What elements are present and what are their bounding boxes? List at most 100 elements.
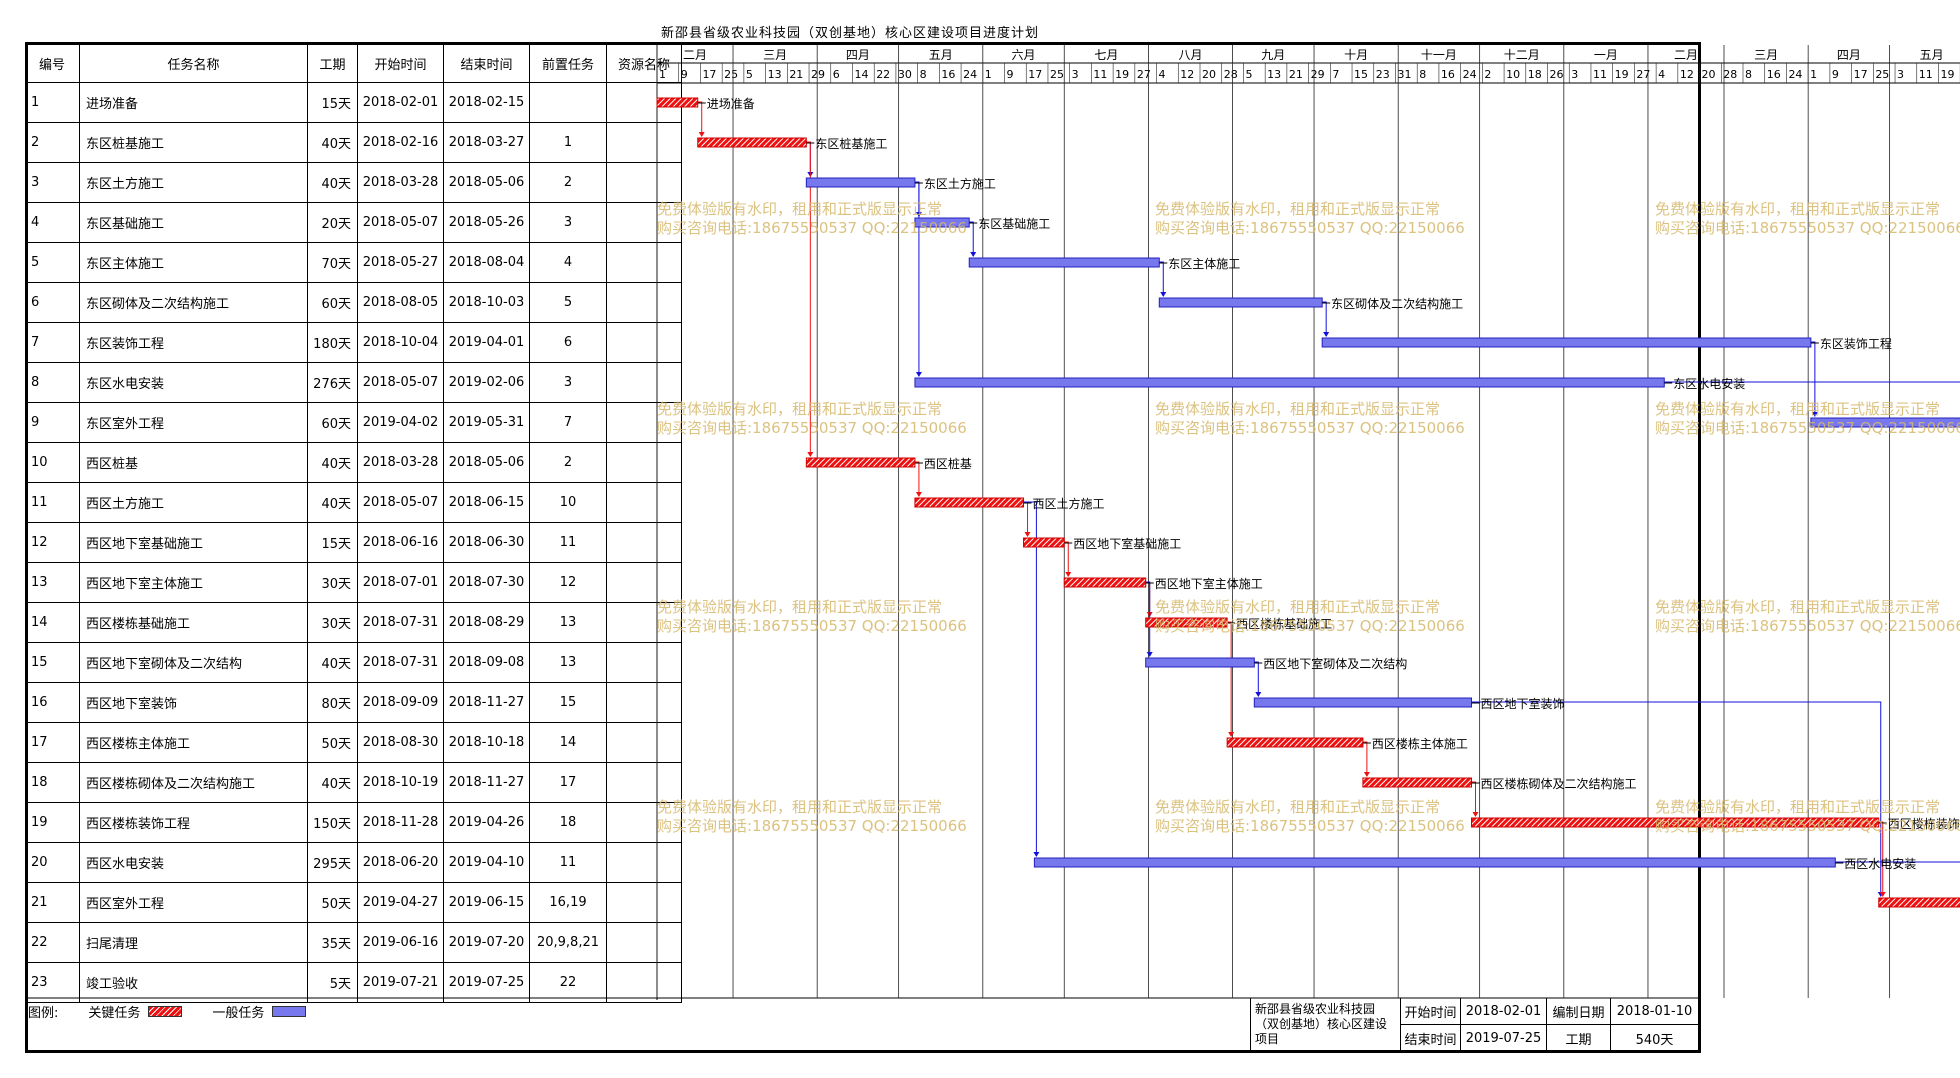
- table-cell-start: 2018-05-07: [358, 483, 444, 523]
- dependency-arrow: [1228, 732, 1235, 737]
- critical-task-bar: [914, 497, 1025, 508]
- month-label: 六月: [1012, 48, 1036, 62]
- day-tick-label: 17: [702, 68, 716, 81]
- table-cell-start: 2018-08-05: [358, 283, 444, 323]
- day-tick-label: 13: [1267, 68, 1281, 81]
- header-cell: 工期: [308, 45, 358, 83]
- table-cell-duration: 180天: [308, 323, 358, 363]
- dependency-link: [1023, 501, 1029, 536]
- table-cell-name: 进场准备: [80, 83, 308, 123]
- bar-label: 西区楼栋主体施工: [1372, 736, 1468, 751]
- table-cell-name: 西区室外工程: [80, 883, 308, 923]
- dependency-arrow: [1033, 852, 1040, 857]
- table-cell-pred: 12: [530, 563, 607, 603]
- table-cell-id: 23: [25, 963, 80, 1003]
- table-cell-duration: 50天: [308, 723, 358, 763]
- normal-task-bar: [1321, 337, 1812, 348]
- bar-label: 东区砌体及二次结构施工: [1331, 296, 1463, 311]
- bar-label: 西区地下室装饰: [1481, 696, 1565, 711]
- table-cell-id: 6: [25, 283, 80, 323]
- day-tick-label: 16: [1441, 68, 1455, 81]
- header-cell: 任务名称: [80, 45, 308, 83]
- table-cell-duration: 35天: [308, 923, 358, 963]
- dependency-link: [914, 181, 920, 216]
- chart-title: 新邵县省级农业科技园（双创基地）核心区建设项目进度计划: [660, 26, 1039, 41]
- dependency-arrow: [1472, 812, 1479, 817]
- table-cell-duration: 40天: [308, 483, 358, 523]
- table-cell-resource: [607, 963, 682, 1003]
- table-cell-name: 东区土方施工: [80, 163, 308, 203]
- bar-label: 西区楼栋基础施工: [1236, 616, 1332, 631]
- bar-label: 进场准备: [707, 97, 755, 111]
- dependency-link: [697, 101, 703, 136]
- critical-task-bar: [1226, 737, 1364, 748]
- footer-duration-label: 工期: [1546, 1025, 1610, 1051]
- table-cell-resource: [607, 123, 682, 163]
- table-cell-id: 21: [25, 883, 80, 923]
- day-tick-label: 9: [1007, 68, 1014, 81]
- table-cell-end: 2018-06-30: [444, 523, 530, 563]
- table-cell-name: 西区楼栋装饰工程: [80, 803, 308, 843]
- normal-task-bar: [968, 257, 1160, 268]
- table-cell-name: 西区楼栋砌体及二次结构施工: [80, 763, 308, 803]
- legend-normal-label: 一般任务: [212, 1006, 265, 1021]
- day-tick-label: 16: [1767, 68, 1781, 81]
- day-tick-label: 9: [1832, 68, 1839, 81]
- bar-label: 西区桩基: [924, 456, 972, 471]
- normal-task-bar: [914, 377, 1665, 388]
- dependency-link: [1023, 501, 1037, 856]
- dependency-link: [1254, 661, 1259, 696]
- table-cell-id: 10: [25, 443, 80, 483]
- table-cell-end: 2018-08-04: [444, 243, 530, 283]
- table-cell-name: 西区桩基: [80, 443, 308, 483]
- day-tick-label: 16: [941, 68, 955, 81]
- day-tick-label: 25: [1050, 68, 1064, 81]
- table-cell-end: 2018-02-15: [444, 83, 530, 123]
- day-tick-label: 8: [1419, 68, 1426, 81]
- table-cell-end: 2019-04-10: [444, 843, 530, 883]
- day-tick-label: 17: [1028, 68, 1042, 81]
- table-cell-name: 东区砌体及二次结构施工: [80, 283, 308, 323]
- table-cell-end: 2019-04-26: [444, 803, 530, 843]
- table-cell-pred: 2: [530, 443, 607, 483]
- table-cell-resource: [607, 163, 682, 203]
- day-tick-label: 3: [1571, 68, 1578, 81]
- bar-label: 西区楼栋装饰工程: [1888, 816, 1960, 831]
- dependency-link: [1471, 781, 1476, 816]
- dependency-arrow: [698, 132, 705, 137]
- day-tick-label: 27: [1636, 68, 1650, 81]
- table-cell-id: 16: [25, 683, 80, 723]
- table-cell-resource: [607, 683, 682, 723]
- dependency-link: [806, 141, 811, 176]
- dependency-arrow: [915, 492, 922, 497]
- table-cell-pred: 13: [530, 603, 607, 643]
- table-cell-duration: 30天: [308, 603, 358, 643]
- dependency-link: [1322, 301, 1327, 336]
- table-cell-name: 东区基础施工: [80, 203, 308, 243]
- table-cell-start: 2018-02-16: [358, 123, 444, 163]
- table-cell-start: 2018-05-27: [358, 243, 444, 283]
- dependency-arrow: [970, 252, 977, 257]
- dependency-link: [1064, 541, 1069, 576]
- bar-label: 西区地下室主体施工: [1155, 576, 1263, 591]
- dependency-link: [969, 221, 974, 256]
- footer-project-name: 新邵县省级农业科技园（双创基地）核心区建设项目: [1255, 1002, 1388, 1046]
- table-cell-duration: 40天: [308, 763, 358, 803]
- table-cell-duration: 60天: [308, 283, 358, 323]
- table-cell-id: 8: [25, 363, 80, 403]
- day-tick-label: 19: [1115, 68, 1129, 81]
- table-cell-duration: 15天: [308, 523, 358, 563]
- dependency-arrow: [915, 372, 922, 377]
- day-tick-label: 18: [1528, 68, 1542, 81]
- normal-task-bar: [1158, 297, 1323, 308]
- month-label: 二月: [683, 48, 707, 62]
- table-cell-start: 2018-03-28: [358, 443, 444, 483]
- day-tick-label: 23: [1376, 68, 1390, 81]
- table-cell-start: 2018-06-20: [358, 843, 444, 883]
- dependency-link: [1159, 261, 1164, 296]
- footer-start-value: 2018-02-01: [1460, 998, 1546, 1025]
- footer-end-value: 2019-07-25: [1460, 1025, 1546, 1051]
- bar-label: 西区水电安装: [1844, 856, 1916, 871]
- critical-task-bar: [1362, 777, 1473, 788]
- bar-label: 东区土方施工: [924, 176, 996, 191]
